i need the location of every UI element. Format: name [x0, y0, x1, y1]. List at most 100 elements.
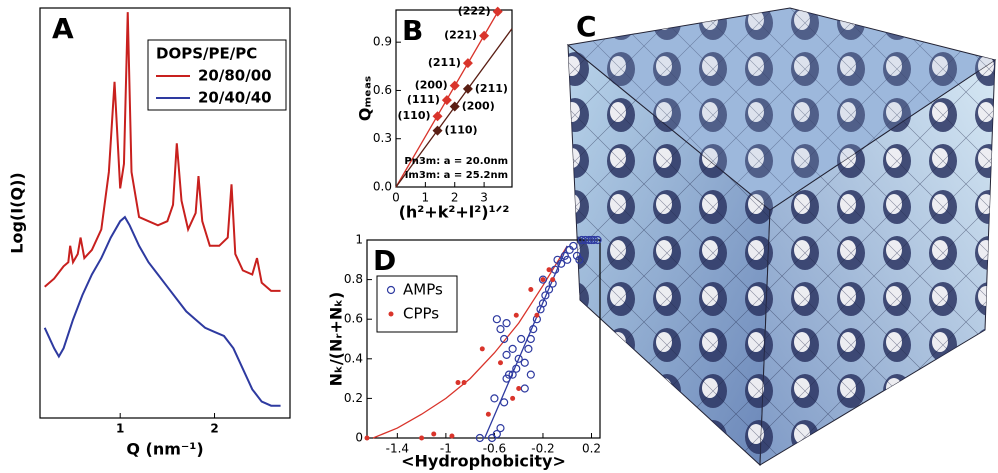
point: [529, 325, 538, 334]
point: [526, 370, 535, 379]
point: [584, 235, 594, 245]
point-label: (222): [458, 5, 491, 18]
y-axis-label: Log(I(Q)): [8, 172, 27, 253]
point: [461, 380, 467, 386]
point: [575, 255, 584, 264]
legend-title: DOPS/PE/PC: [156, 45, 257, 63]
point: [504, 370, 514, 379]
legend-label: CPPs: [403, 305, 439, 323]
point: [449, 101, 460, 112]
point: [502, 350, 511, 359]
point: [569, 241, 578, 251]
point: [502, 374, 511, 383]
point: [541, 291, 550, 300]
plot-frame: [39, 7, 291, 419]
point: [534, 312, 540, 318]
point: [581, 235, 590, 245]
point: [510, 395, 516, 401]
legend-label: 20/40/40: [198, 89, 272, 107]
point-label: (221): [444, 29, 477, 42]
x-tick-label: 0: [392, 191, 400, 205]
y-axis-label: Qₘₑₐₛ: [356, 76, 375, 121]
point: [589, 235, 599, 245]
y-axis-label: Nₖ/(Nᵣ+Nₖ): [327, 292, 346, 387]
point: [540, 277, 546, 283]
y-tick-label: 0.4: [344, 351, 363, 365]
point: [508, 344, 517, 353]
point: [512, 364, 521, 373]
x-axis-label: Q (nm⁻¹): [126, 440, 203, 459]
point: [520, 358, 529, 367]
legend-swatch: [388, 311, 394, 317]
fit-curve: [372, 245, 568, 439]
point: [487, 433, 497, 443]
legend-swatch: [386, 285, 396, 295]
x-tick-label: -0.2: [531, 442, 554, 456]
point: [455, 380, 461, 386]
x-tick-label: 2: [210, 422, 218, 436]
point: [508, 370, 517, 379]
cube-texture: [568, 45, 770, 465]
y-tick-label: 1: [355, 233, 363, 247]
legend-label: 20/80/00: [198, 67, 272, 85]
x-tick-label: 3: [480, 191, 488, 205]
point: [479, 346, 485, 352]
y-tick-label: 0.6: [373, 83, 392, 97]
point: [462, 58, 473, 69]
point-label: (110): [445, 124, 478, 137]
legend-label: AMPs: [403, 281, 443, 299]
point: [538, 275, 548, 284]
y-tick-label: 0: [355, 431, 363, 445]
point: [462, 83, 473, 94]
point: [524, 344, 533, 353]
point-label: (111): [407, 93, 440, 106]
point: [526, 334, 535, 344]
point: [432, 111, 443, 122]
point: [492, 6, 503, 17]
point-label: (211): [475, 82, 508, 95]
y-tick-label: 0.6: [344, 312, 363, 326]
point: [593, 235, 602, 245]
y-tick-label: 0.2: [344, 391, 363, 405]
x-tick-label: 1: [116, 422, 124, 436]
point: [560, 251, 569, 260]
x-axis-label: (h²+k²+l²)¹ᐟ²: [399, 203, 510, 222]
point: [441, 95, 452, 106]
point-label: (200): [415, 79, 448, 92]
point: [538, 299, 548, 308]
point: [514, 354, 523, 363]
panel-label: C: [576, 10, 597, 43]
point: [419, 435, 425, 441]
point: [496, 325, 505, 334]
point: [550, 277, 556, 283]
plot-frame: [366, 239, 601, 439]
x-axis-label: <Hydrophobicity>: [401, 452, 566, 471]
point: [517, 334, 526, 344]
cubic-phase-image: [566, 7, 997, 467]
point: [485, 411, 491, 417]
point: [550, 265, 560, 274]
series-line: [44, 12, 281, 292]
y-tick-label: 0.0: [373, 180, 392, 194]
point: [572, 251, 582, 260]
point-label: (211): [428, 56, 461, 69]
point: [479, 30, 490, 41]
point: [497, 360, 503, 366]
series-line: [43, 215, 281, 407]
fit-curve: [484, 245, 568, 439]
point: [520, 384, 529, 393]
x-tick-label: -0.6: [483, 442, 506, 456]
point: [449, 433, 455, 439]
cube-texture: [760, 60, 995, 465]
point: [492, 429, 501, 439]
x-tick-label: -1: [440, 442, 452, 456]
point: [431, 431, 437, 437]
point: [528, 287, 534, 292]
x-tick-label: 2: [451, 191, 459, 205]
point: [502, 319, 511, 328]
point: [513, 312, 519, 318]
annotation: Pn3m: a = 20.0nm: [404, 156, 508, 167]
point: [557, 259, 566, 268]
x-tick-label: 1: [422, 191, 430, 205]
